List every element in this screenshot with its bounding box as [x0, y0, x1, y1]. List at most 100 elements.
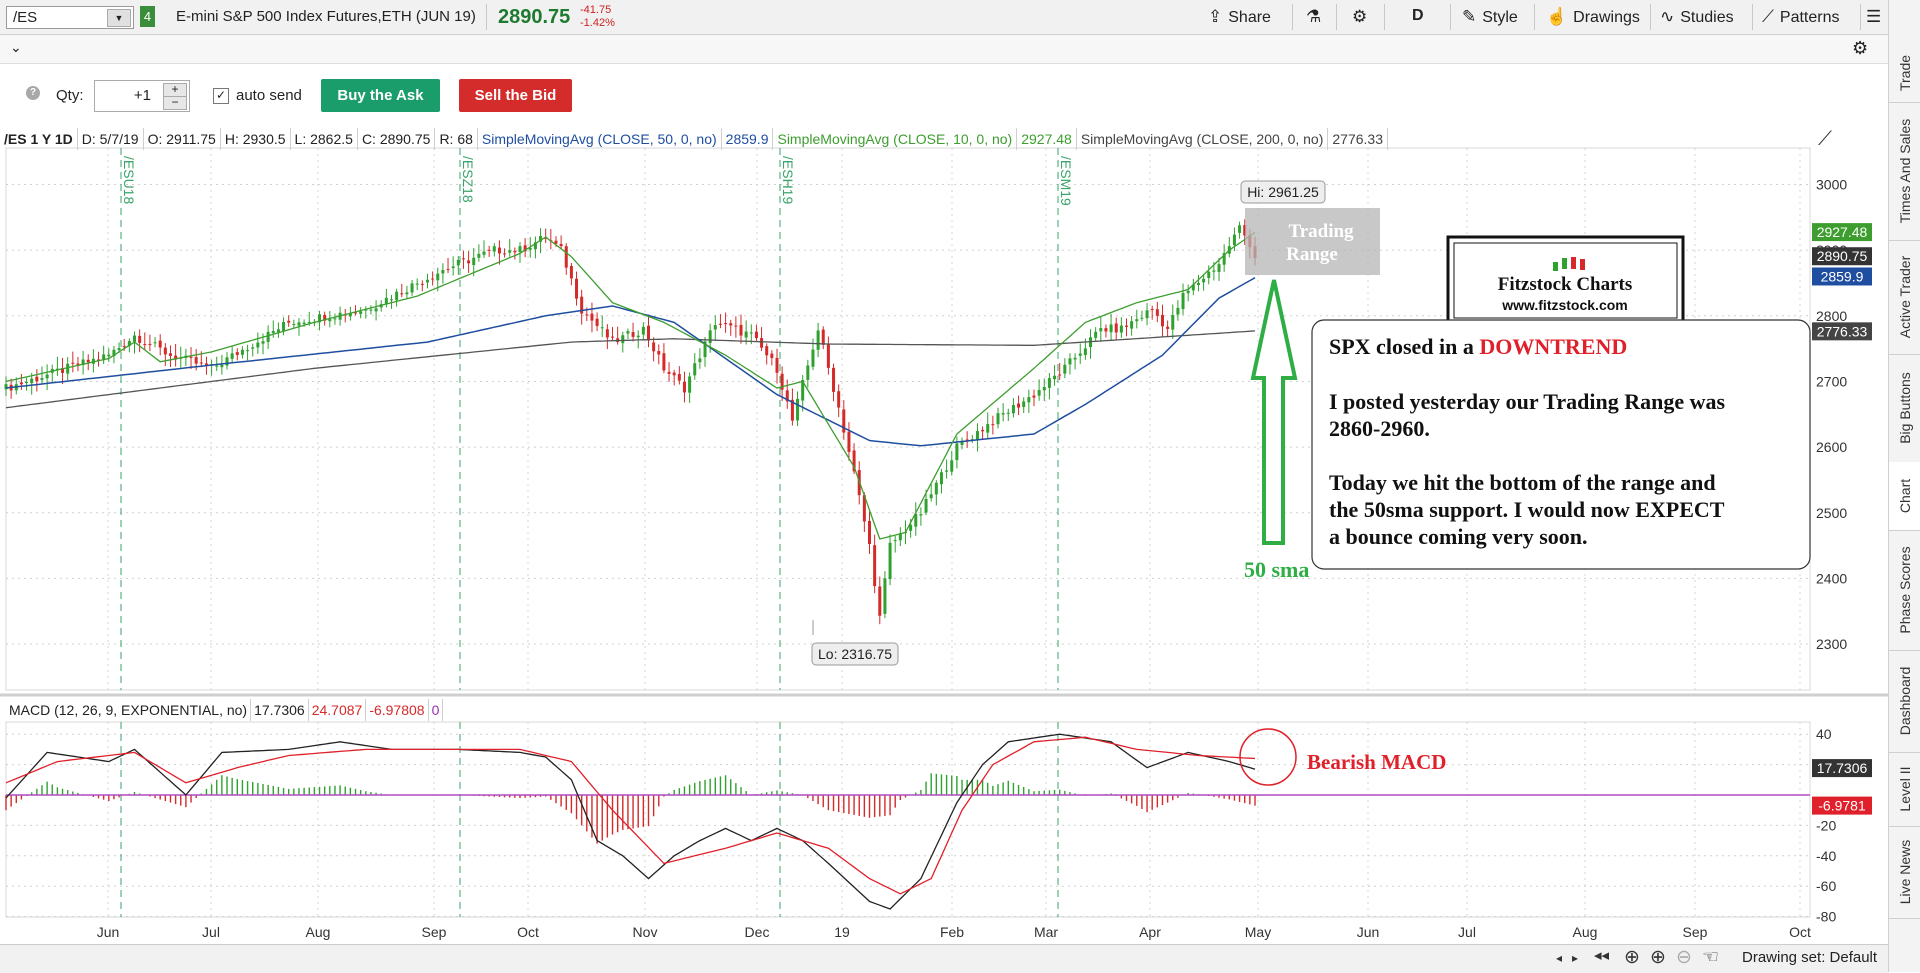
- candle-body: [770, 353, 774, 359]
- price-chart[interactable]: 300029002800270026002500240023004020-20-…: [0, 0, 1888, 944]
- candle-body: [230, 353, 234, 359]
- candle-body: [595, 318, 599, 326]
- candle-body: [410, 283, 414, 293]
- buy-ask-button[interactable]: Buy the Ask: [321, 79, 440, 112]
- crosshair-icon[interactable]: ⊕: [1624, 947, 1640, 968]
- settings-button[interactable]: ⚙: [1352, 7, 1373, 27]
- gear-icon[interactable]: ⚙: [1852, 38, 1869, 58]
- candle-body: [1217, 264, 1221, 272]
- candle-body: [323, 314, 327, 321]
- tab-label: Phase Scores: [1897, 546, 1913, 634]
- flask-button[interactable]: ⚗: [1306, 7, 1327, 27]
- patterns-label: Patterns: [1779, 9, 1840, 26]
- zoom-in-icon[interactable]: ⊕: [1650, 947, 1666, 968]
- expiration-label: /ESU18: [121, 156, 137, 204]
- price-tick-label: 2700: [1816, 373, 1847, 389]
- candle-body: [1032, 395, 1036, 398]
- candle-body: [852, 450, 856, 472]
- candle-body: [688, 376, 692, 393]
- logo-candle-mark: [1553, 262, 1558, 271]
- drawing-set-selector[interactable]: Drawing set: Default: [1742, 949, 1878, 966]
- net-change: -41.75 -1.42%: [580, 4, 615, 30]
- tab-label: Dashboard: [1897, 666, 1913, 736]
- symbol-selector[interactable]: /ES ▼: [6, 6, 134, 29]
- tab-chart[interactable]: Chart: [1889, 462, 1920, 531]
- qty-input[interactable]: +1 + −: [94, 80, 190, 112]
- candle-body: [975, 431, 979, 440]
- sma10-label[interactable]: SimpleMovingAvg (CLOSE, 10, 0, no): [773, 128, 1018, 150]
- style-button[interactable]: ✎ Style: [1462, 7, 1518, 27]
- share-button[interactable]: ⇪ Share: [1208, 7, 1271, 27]
- price-badge-label: 2890.75: [1817, 248, 1868, 264]
- trading-range-label: Trading: [1288, 221, 1354, 242]
- candle-body: [266, 331, 270, 342]
- studies-button[interactable]: ∿ Studies: [1660, 7, 1734, 27]
- candle-body: [431, 278, 435, 280]
- qty-increment-button[interactable]: +: [163, 83, 187, 97]
- macd-tick-label: -40: [1816, 848, 1836, 864]
- price-tick-label: 2600: [1816, 439, 1847, 455]
- timeframe-button[interactable]: D: [1412, 7, 1424, 24]
- study-header: /ES 1 Y 1D D: 5/7/19 O: 2911.75 H: 2930.5 L:…: [0, 128, 1388, 150]
- chart-style-icon[interactable]: ⟋: [1818, 128, 1832, 150]
- candle-body: [898, 533, 902, 541]
- logo-candle-mark: [1562, 258, 1567, 269]
- candle-body: [138, 335, 142, 343]
- candle-body: [1186, 290, 1190, 294]
- sma50-label[interactable]: SimpleMovingAvg (CLOSE, 50, 0, no): [478, 128, 722, 150]
- candle-body: [45, 374, 49, 379]
- tab-times-and-sales[interactable]: Times And Sales: [1889, 102, 1920, 241]
- lo-bubble: [811, 642, 899, 666]
- collapse-chevron-icon[interactable]: ⌄: [10, 39, 22, 55]
- candle-body: [703, 341, 707, 358]
- zoom-out-icon[interactable]: ⊖: [1676, 947, 1692, 968]
- sma200-label[interactable]: SimpleMovingAvg (CLOSE, 200, 0, no): [1077, 128, 1329, 150]
- help-icon[interactable]: ?: [26, 86, 40, 100]
- divider: [1292, 4, 1293, 30]
- candle-body: [1202, 278, 1206, 283]
- tab-dashboard[interactable]: Dashboard: [1889, 650, 1920, 753]
- menu-button[interactable]: ☰: [1866, 7, 1887, 27]
- candle-body: [754, 331, 758, 339]
- price-badge: [1812, 322, 1872, 341]
- candle-body: [919, 514, 923, 516]
- candle-body: [81, 359, 85, 365]
- drawings-button[interactable]: ☝ Drawings: [1546, 7, 1640, 27]
- time-tick-label: Oct: [517, 924, 539, 940]
- tab-big-buttons[interactable]: Big Buttons: [1889, 354, 1920, 463]
- sell-bid-button[interactable]: Sell the Bid: [459, 79, 572, 112]
- patterns-button[interactable]: ⟋ Patterns: [1762, 7, 1840, 27]
- candle-body: [354, 312, 358, 314]
- tab-phase-scores[interactable]: Phase Scores: [1889, 530, 1920, 651]
- candle-body: [816, 330, 820, 350]
- candle-body: [1140, 317, 1144, 319]
- time-tick-label: May: [1245, 924, 1271, 940]
- candle-body: [909, 524, 913, 531]
- tab-trade[interactable]: Trade: [1889, 44, 1920, 103]
- qty-decrement-button[interactable]: −: [163, 96, 187, 110]
- hand-icon[interactable]: ☜: [1702, 947, 1720, 968]
- candle-body: [554, 240, 558, 244]
- pan-icon[interactable]: ◂◂: [1594, 947, 1610, 964]
- autosend-checkbox[interactable]: ✓: [213, 88, 229, 104]
- candle-body: [1145, 310, 1149, 319]
- candle-body: [652, 342, 656, 352]
- candle-body: [939, 472, 943, 485]
- tab-live-news[interactable]: Live News: [1889, 826, 1920, 919]
- tab-level-ii[interactable]: Level II: [1889, 752, 1920, 827]
- note-line: SPX closed in a DOWNTREND: [1329, 334, 1627, 359]
- link-badge[interactable]: 4: [140, 6, 155, 27]
- candle-body: [590, 313, 594, 321]
- candle-body: [307, 321, 311, 323]
- chevron-down-icon[interactable]: ▼: [107, 9, 131, 27]
- tab-active-trader[interactable]: Active Trader: [1889, 240, 1920, 355]
- symbol-description: E-mini S&P 500 Index Futures,ETH (JUN 19…: [176, 8, 476, 25]
- scroll-right-icon[interactable]: ▸: [1572, 951, 1579, 965]
- candle-body: [837, 391, 841, 408]
- candle-body: [1232, 234, 1236, 246]
- logo-candle-mark: [1580, 259, 1585, 270]
- macd-label[interactable]: MACD (12, 26, 9, EXPONENTIAL, no): [6, 699, 252, 721]
- scroll-left-icon[interactable]: ◂: [1556, 951, 1563, 965]
- candle-body: [1114, 323, 1118, 333]
- sma-label: 50 sma: [1244, 557, 1309, 582]
